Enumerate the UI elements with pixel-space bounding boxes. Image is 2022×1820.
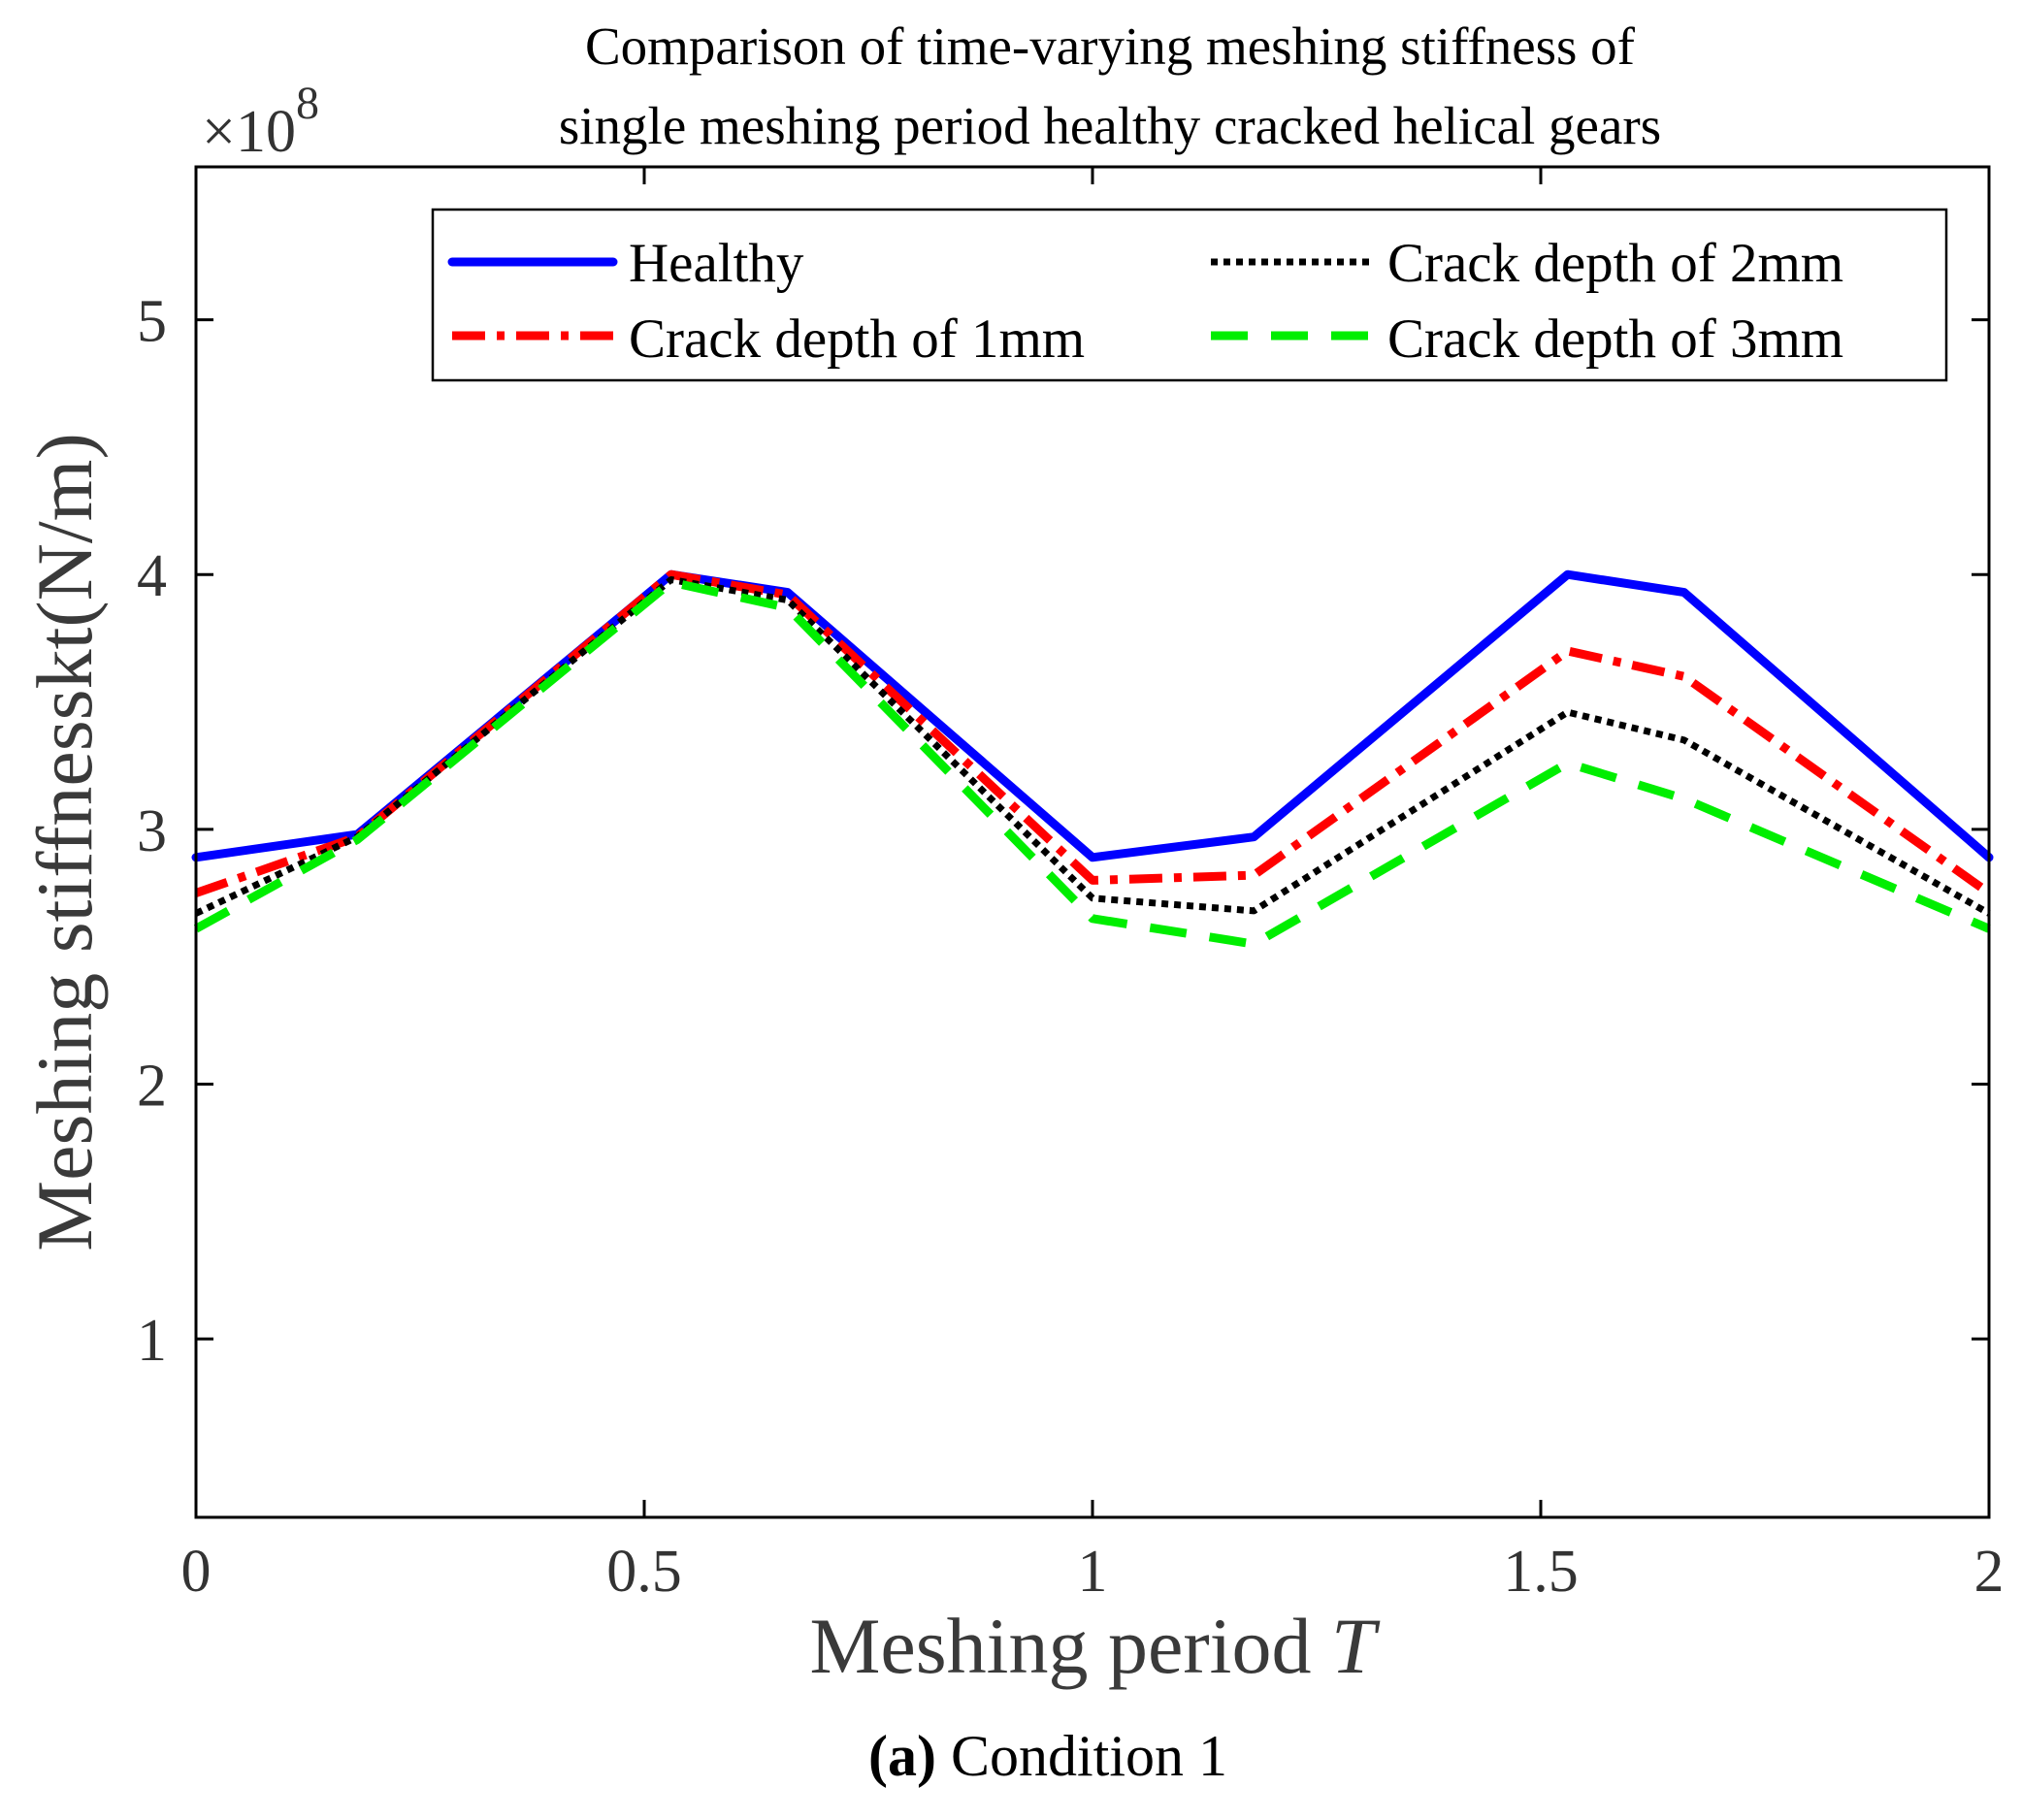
x-tick-label-0: 0	[181, 1539, 212, 1605]
legend: Healthy Crack depth of 1mm Crack depth o…	[431, 208, 1948, 382]
y-tick-label-3: 4	[137, 543, 167, 609]
caption-bold: (a)	[868, 1724, 936, 1788]
y-tick-label-4: 5	[137, 289, 167, 355]
y-axis-label: Meshing stiffnesskt(N/m)	[20, 433, 109, 1251]
chart-title-line-2: single meshing period healthy cracked he…	[559, 96, 1661, 155]
x-axis-label-var: T	[1331, 1602, 1381, 1690]
x-axis-label: Meshing period T	[809, 1602, 1380, 1690]
series-line-crack-depth-of-2mm	[194, 576, 1991, 917]
x-ticks: 0 0.5 1 1.5 2	[181, 167, 2005, 1605]
legend-label-crack-2mm: Crack depth of 2mm	[1387, 233, 1843, 294]
chart-title-line-1: Comparison of time-varying meshing stiff…	[585, 16, 1636, 76]
y-exponent-power: 8	[296, 78, 319, 129]
y-tick-label-0: 1	[137, 1308, 167, 1374]
x-tick-label-3: 1.5	[1503, 1539, 1579, 1605]
y-tick-label-1: 2	[137, 1054, 167, 1120]
caption-rest: Condition 1	[936, 1724, 1227, 1788]
x-tick-label-1: 0.5	[606, 1539, 682, 1605]
x-tick-label-2: 1	[1078, 1539, 1108, 1605]
series-layer	[191, 569, 1994, 949]
y-tick-label-2: 3	[137, 798, 167, 864]
legend-box	[431, 208, 1948, 382]
x-axis-label-main: Meshing period	[809, 1602, 1311, 1690]
legend-label-crack-1mm: Crack depth of 1mm	[629, 309, 1085, 370]
legend-label-healthy: Healthy	[629, 233, 804, 294]
y-ticks: 1 2 3 4 5	[137, 289, 1989, 1374]
series-line-crack-depth-of-3mm	[193, 577, 1991, 949]
legend-label-crack-3mm: Crack depth of 3mm	[1387, 309, 1843, 370]
y-exponent: ×108	[202, 78, 319, 165]
figure-caption: (a) Condition 1	[868, 1724, 1227, 1788]
x-tick-label-4: 2	[1974, 1539, 2005, 1605]
y-exponent-base: ×10	[202, 99, 296, 165]
